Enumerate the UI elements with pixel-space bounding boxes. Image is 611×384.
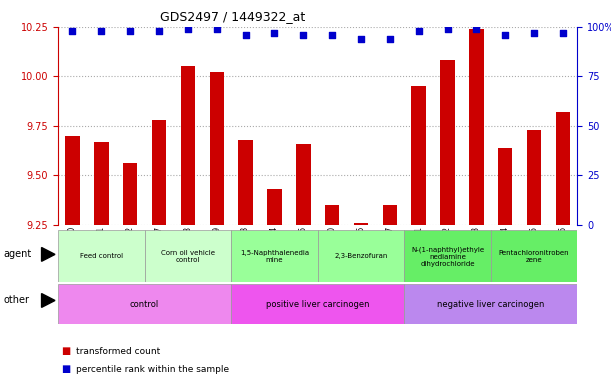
Bar	[267, 189, 282, 225]
Point	[97, 28, 106, 34]
Bar	[527, 130, 541, 225]
Point	[68, 28, 78, 34]
Point	[298, 32, 308, 38]
Point	[125, 28, 135, 34]
Bar	[325, 205, 339, 225]
Bar	[404, 284, 577, 324]
Text: agent: agent	[3, 249, 31, 260]
Text: Feed control: Feed control	[80, 253, 123, 259]
Point	[356, 36, 366, 42]
Text: ■: ■	[61, 346, 70, 356]
Point	[241, 32, 251, 38]
Point	[414, 28, 423, 34]
Text: Pentachloronitroben
zene: Pentachloronitroben zene	[499, 250, 569, 263]
Point	[154, 28, 164, 34]
Text: 1,5-Naphthalenedia
mine: 1,5-Naphthalenedia mine	[240, 250, 309, 263]
Point	[212, 26, 222, 32]
Bar	[441, 61, 455, 225]
Bar	[181, 66, 195, 225]
Bar	[123, 163, 137, 225]
Bar	[58, 230, 145, 282]
Bar	[65, 136, 79, 225]
Bar	[231, 230, 318, 282]
Bar	[498, 147, 513, 225]
Bar	[296, 144, 310, 225]
Point	[385, 36, 395, 42]
Bar	[411, 86, 426, 225]
Bar	[231, 284, 404, 324]
Bar	[404, 230, 491, 282]
Text: positive liver carcinogen: positive liver carcinogen	[266, 300, 370, 309]
Bar	[145, 230, 231, 282]
Bar	[556, 112, 570, 225]
Bar	[210, 72, 224, 225]
Text: transformed count: transformed count	[76, 347, 161, 356]
Point	[327, 32, 337, 38]
Point	[529, 30, 539, 36]
Bar	[318, 230, 404, 282]
Text: 2,3-Benzofuran: 2,3-Benzofuran	[334, 253, 388, 259]
Bar	[491, 230, 577, 282]
Point	[500, 32, 510, 38]
Point	[472, 26, 481, 32]
Text: GDS2497 / 1449322_at: GDS2497 / 1449322_at	[159, 10, 305, 23]
Bar	[58, 284, 231, 324]
Text: other: other	[3, 295, 29, 306]
Point	[442, 26, 452, 32]
Bar	[382, 205, 397, 225]
Text: Corn oil vehicle
control: Corn oil vehicle control	[161, 250, 215, 263]
Text: N-(1-naphthyl)ethyle
nediamine
dihydrochloride: N-(1-naphthyl)ethyle nediamine dihydroch…	[411, 246, 484, 266]
Point	[558, 30, 568, 36]
Bar	[354, 223, 368, 225]
Text: negative liver carcinogen: negative liver carcinogen	[437, 300, 544, 309]
Text: ■: ■	[61, 364, 70, 374]
Bar	[152, 120, 166, 225]
Text: control: control	[130, 300, 159, 309]
Bar	[469, 29, 484, 225]
Point	[183, 26, 193, 32]
Bar	[238, 140, 253, 225]
Point	[269, 30, 279, 36]
Bar	[94, 142, 109, 225]
Text: percentile rank within the sample: percentile rank within the sample	[76, 365, 230, 374]
